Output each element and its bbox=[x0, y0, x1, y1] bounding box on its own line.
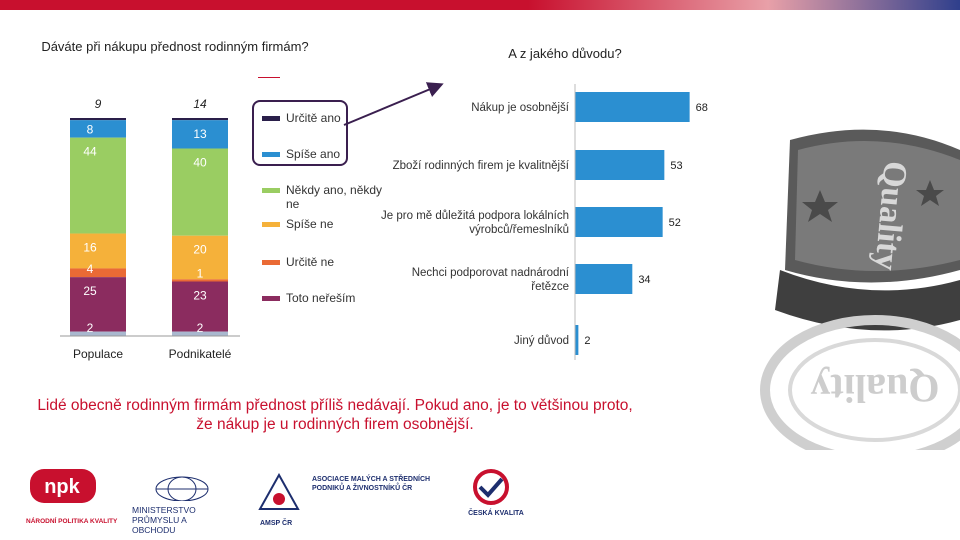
amsp-text: ASOCIACE MALÝCH A STŘEDNÍCH PODNIKŮ A ŽI… bbox=[312, 476, 431, 492]
segment-value-label: 16 bbox=[83, 241, 97, 255]
conclusion-text: Lidé obecně rodinným firmám přednost pří… bbox=[37, 397, 633, 433]
reason-label: Je pro mě důležitá podpora lokálních výro… bbox=[381, 210, 569, 236]
highlight-box bbox=[252, 100, 348, 166]
reason-bar bbox=[575, 264, 633, 294]
stacked-bar-segment bbox=[70, 137, 126, 234]
stamp-text-bottom: Quality bbox=[811, 366, 940, 411]
quality-stamp-image: Quality Quality bbox=[760, 129, 960, 450]
legend: Určitě ano Spíše ano Někdy ano, někdy ne Sp… bbox=[258, 105, 388, 355]
legend-label: Určitě ne bbox=[286, 255, 335, 269]
reason-value-label: 68 bbox=[696, 102, 708, 114]
segment-value-label: 25 bbox=[83, 284, 97, 298]
legend-swatch bbox=[262, 222, 280, 227]
amsp-emblem-icon bbox=[258, 473, 300, 510]
stacked-bar-segment bbox=[172, 279, 228, 282]
npk-logo-mark: npk bbox=[30, 469, 96, 503]
callout-arrow bbox=[343, 82, 444, 126]
stacked-bar-segment bbox=[172, 235, 228, 280]
top-accent-bar bbox=[0, 0, 960, 10]
stacked-bar-segment bbox=[70, 268, 126, 278]
legend-label: Spíše ano bbox=[286, 147, 341, 161]
amsp-short: AMSP ČR bbox=[260, 520, 293, 527]
segment-value-label: 1 bbox=[197, 267, 204, 281]
npk-logo-text: npk bbox=[44, 476, 80, 498]
question-divider bbox=[258, 77, 280, 78]
ceska-kvalita-text: ČESKÁ KVALITA bbox=[468, 510, 524, 517]
stacked-bar-segment bbox=[70, 120, 126, 138]
legend-swatch bbox=[262, 116, 280, 121]
reason-bar bbox=[575, 92, 690, 122]
legend-swatch bbox=[262, 296, 280, 301]
reason-value-label: 53 bbox=[670, 160, 682, 172]
segment-value-label: 2 bbox=[87, 321, 94, 335]
reason-value-label: 34 bbox=[638, 274, 650, 286]
reason-label: Nechci podporovat nadnárodní řetězce bbox=[412, 267, 570, 293]
stacked-bar-segment bbox=[172, 281, 228, 332]
mpo-text: MINISTERSTVO PRŮMYSLU A OBCHODU bbox=[132, 505, 196, 535]
segment-value-label: 8 bbox=[87, 123, 94, 137]
stacked-bar-segment bbox=[70, 233, 126, 269]
reason-label: Jiný důvod bbox=[514, 335, 569, 347]
legend-label: Určitě ano bbox=[286, 111, 341, 125]
reasons-chart: 68 Nákup je osobnější 53 Zboží rodinných fi… bbox=[381, 84, 708, 360]
reason-bar bbox=[575, 150, 665, 180]
segment-value-label: 23 bbox=[193, 289, 207, 303]
legend-swatch bbox=[262, 152, 280, 157]
right-question: A z jakého důvodu? bbox=[508, 46, 622, 61]
bar-total-label: 14 bbox=[193, 97, 207, 111]
stacked-chart: 98 44 16 4 25 2 Populace 14 13 40 20 1 23 2 Podnikatel… bbox=[60, 97, 240, 361]
ceska-kvalita-logo: ČESKÁ KVALITA bbox=[460, 467, 530, 533]
logo-bar: npk NÁRODNÍ POLITIKA KVALITY MINISTERSTV… bbox=[0, 455, 960, 540]
stacked-bar-segment bbox=[172, 120, 228, 149]
reason-label: Zboží rodinných firem je kvalitnější bbox=[393, 160, 570, 172]
segment-value-label: 2 bbox=[197, 321, 204, 335]
ceska-kvalita-emblem-icon bbox=[473, 469, 509, 505]
legend-swatch bbox=[262, 188, 280, 193]
reason-value-label: 52 bbox=[669, 217, 681, 229]
mpo-emblem-icon bbox=[155, 476, 209, 501]
legend-label: Někdy ano, někdy ne bbox=[286, 183, 383, 211]
reason-bar bbox=[575, 325, 579, 355]
left-question: Dáváte při nákupu přednost rodinným firm… bbox=[41, 39, 309, 54]
amsp-logo: ASOCIACE MALÝCH A STŘEDNÍCH PODNIKŮ A ŽI… bbox=[258, 469, 458, 529]
reason-bar bbox=[575, 207, 663, 237]
stacked-bar-segment bbox=[70, 118, 126, 121]
stacked-bar-segment bbox=[70, 277, 126, 332]
segment-value-label: 20 bbox=[193, 243, 207, 257]
bar-total-label: 9 bbox=[95, 97, 102, 111]
mpo-logo: MINISTERSTVO PRŮMYSLU A OBCHODU bbox=[132, 473, 242, 535]
legend-swatch bbox=[262, 260, 280, 265]
npk-logo: npk NÁRODNÍ POLITIKA KVALITY bbox=[26, 461, 117, 531]
legend-label: Spíše ne bbox=[286, 217, 334, 231]
legend-label: Toto neřeším bbox=[286, 291, 356, 305]
reason-value-label: 2 bbox=[584, 335, 590, 347]
stacked-bar-segment bbox=[172, 118, 228, 121]
stacked-bar-segment bbox=[70, 331, 126, 336]
segment-value-label: 13 bbox=[193, 127, 207, 141]
reason-label: Nákup je osobnější bbox=[471, 102, 570, 114]
segment-value-label: 44 bbox=[83, 145, 97, 159]
category-label: Populace bbox=[73, 347, 123, 361]
segment-value-label: 40 bbox=[193, 156, 207, 170]
segment-value-label: 4 bbox=[87, 262, 94, 276]
stacked-bar-segment bbox=[172, 148, 228, 236]
stacked-bar-segment bbox=[172, 331, 228, 336]
npk-subtitle: NÁRODNÍ POLITIKA KVALITY bbox=[26, 518, 118, 525]
category-label: Podnikatelé bbox=[169, 347, 232, 361]
